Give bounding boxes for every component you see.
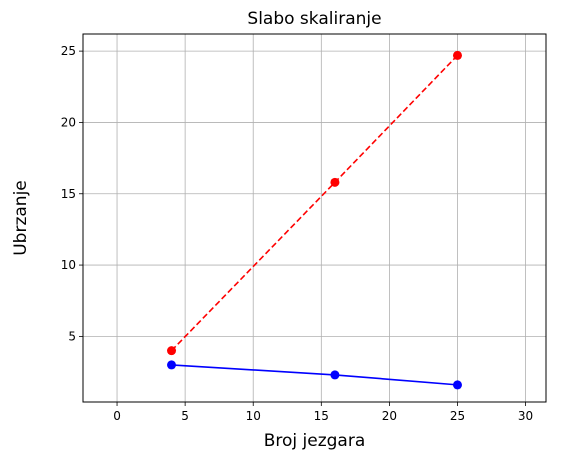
- x-tick-label: 0: [113, 409, 121, 423]
- x-tick-label: 10: [246, 409, 261, 423]
- y-axis-ticks: 5 10 15 20 25: [61, 44, 83, 343]
- series-1-point: [330, 177, 340, 187]
- x-tick-label: 25: [450, 409, 465, 423]
- x-tick-label: 5: [181, 409, 189, 423]
- grid-lines: [83, 34, 546, 402]
- x-tick-label: 30: [518, 409, 533, 423]
- plot-frame: [82, 33, 547, 403]
- y-tick-label: 15: [61, 187, 76, 201]
- series-line-2: [171, 364, 458, 386]
- x-axis-label: Broj jezgara: [264, 431, 366, 451]
- series-1-point: [452, 50, 462, 60]
- series-2-point: [452, 380, 462, 390]
- series-2-point: [167, 360, 177, 370]
- y-axis-label: Ubrzanje: [11, 180, 31, 256]
- y-tick-label: 10: [61, 258, 76, 272]
- y-tick-label: 5: [68, 329, 76, 343]
- series-2-point: [330, 370, 340, 380]
- x-tick-label: 15: [314, 409, 329, 423]
- series-1-point: [167, 346, 177, 356]
- x-tick-label: 20: [382, 409, 397, 423]
- series-layer: [167, 50, 462, 390]
- y-tick-label: 20: [61, 115, 76, 129]
- y-tick-label: 25: [61, 44, 76, 58]
- chart-title: Slabo skaliranje: [247, 9, 381, 29]
- series-line-1: [170, 54, 459, 352]
- x-axis-ticks: 0 5 10 15 20 25 30: [113, 402, 533, 423]
